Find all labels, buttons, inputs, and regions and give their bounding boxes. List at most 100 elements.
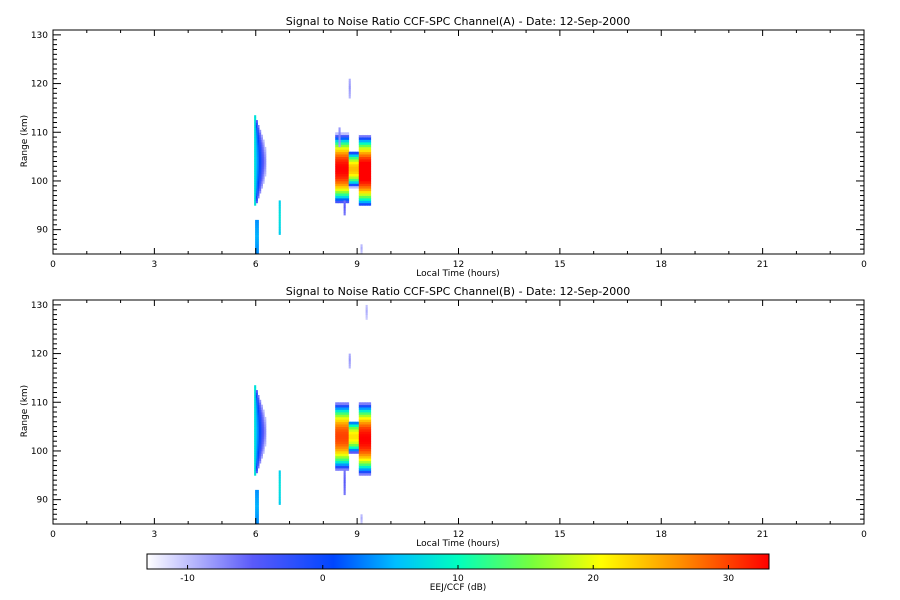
heatmap-cell <box>352 433 355 437</box>
heatmap-cell <box>340 142 343 145</box>
heatmap-cell <box>257 438 260 442</box>
heatmap-cell <box>357 154 360 157</box>
heatmap-cell <box>340 448 343 452</box>
heatmap-cell <box>358 402 361 406</box>
heatmap-cell <box>343 198 346 201</box>
heatmap-cell <box>365 304 368 308</box>
heatmap-cell <box>357 181 360 184</box>
heatmap-cell <box>357 168 360 172</box>
heatmap-cell <box>363 470 366 474</box>
heatmap-cell <box>262 166 265 170</box>
heatmap-cell <box>345 463 348 466</box>
heatmap-cell <box>358 193 361 196</box>
colorbar-tick-label: 30 <box>723 574 735 584</box>
heatmap-cell <box>347 426 350 430</box>
heatmap-cell <box>254 460 257 464</box>
heatmap-cell <box>255 409 258 413</box>
heatmap-cell <box>335 409 338 413</box>
heatmap-cell <box>255 125 258 128</box>
heatmap-cell <box>341 414 344 418</box>
heatmap-cell <box>348 161 351 165</box>
heatmap-cell <box>341 173 344 177</box>
heatmap-cell <box>264 431 267 435</box>
heatmap-cell <box>358 154 361 157</box>
heatmap-cell <box>278 219 281 223</box>
heatmap-cell <box>360 470 363 474</box>
heatmap-cell <box>338 438 341 442</box>
heatmap-cell <box>336 195 339 199</box>
heatmap-cell <box>255 412 258 415</box>
heatmap-cell <box>335 412 338 415</box>
heatmap-cell <box>358 134 361 138</box>
heatmap-cell <box>350 433 353 437</box>
heatmap-cell <box>357 159 360 162</box>
heatmap-cell <box>355 176 358 179</box>
heatmap-cell <box>260 414 263 418</box>
heatmap-cell <box>360 151 363 155</box>
heatmap-cell <box>257 173 260 177</box>
chart-title: Signal to Noise Ratio CCF-SPC Channel(B)… <box>286 285 630 298</box>
heatmap-cell <box>347 458 350 462</box>
heatmap-cell <box>360 137 363 140</box>
heatmap-cell <box>340 149 343 153</box>
heatmap-cell <box>257 455 260 459</box>
heatmap-cell <box>257 429 260 432</box>
heatmap-cell <box>335 163 338 167</box>
heatmap-cell <box>254 166 257 170</box>
heatmap-cell <box>345 181 348 184</box>
heatmap-cell <box>254 387 257 391</box>
heatmap-cell <box>360 441 363 444</box>
heatmap-cell <box>345 421 348 425</box>
heatmap-cell <box>336 144 339 148</box>
heatmap-cell <box>362 455 365 459</box>
heatmap-cell <box>260 451 263 454</box>
heatmap-cell <box>257 414 260 418</box>
heatmap-cell <box>350 431 353 435</box>
heatmap-cell <box>365 421 368 425</box>
heatmap-cell <box>338 127 341 131</box>
heatmap-cell <box>257 453 260 457</box>
heatmap-cell <box>255 489 258 493</box>
heatmap-cell <box>340 159 343 162</box>
heatmap-cell <box>254 390 257 393</box>
heatmap-cell <box>336 433 339 437</box>
heatmap-cell <box>345 163 348 167</box>
heatmap-cell <box>345 402 348 406</box>
heatmap-cell <box>335 431 338 435</box>
heatmap-cell <box>338 190 341 194</box>
heatmap-cell <box>260 409 263 413</box>
heatmap-cell <box>358 426 361 430</box>
heatmap-cell <box>369 144 372 148</box>
heatmap-cell <box>367 168 370 172</box>
heatmap-cell <box>262 142 265 145</box>
heatmap-cell <box>340 193 343 196</box>
heatmap-cell <box>369 166 372 170</box>
heatmap-cell <box>262 171 265 174</box>
heatmap-cell <box>363 463 366 466</box>
heatmap-cell <box>362 448 365 452</box>
heatmap-cell <box>336 151 339 155</box>
heatmap-cell <box>365 436 368 440</box>
heatmap-cell <box>363 198 366 201</box>
heatmap-cell <box>257 460 260 464</box>
heatmap-cell <box>365 132 368 136</box>
y-axis-label: Range (km) <box>20 115 30 167</box>
x-tick-label: 12 <box>453 530 464 540</box>
heatmap-cell <box>254 120 257 123</box>
heatmap-cell <box>255 159 258 162</box>
heatmap-cell <box>369 416 372 420</box>
heatmap-cell <box>343 142 346 145</box>
heatmap-cell <box>352 421 355 425</box>
heatmap-cell <box>255 397 258 401</box>
heatmap-cell <box>262 163 265 167</box>
heatmap-cell <box>369 198 372 201</box>
heatmap-cell <box>367 146 370 150</box>
heatmap-cell <box>353 446 356 449</box>
heatmap-cell <box>367 458 370 462</box>
heatmap-cell <box>369 181 372 184</box>
heatmap-cell <box>257 149 260 153</box>
colorbar-tick-label: -10 <box>180 574 195 584</box>
heatmap-cell <box>259 446 262 449</box>
heatmap-cell <box>256 251 259 255</box>
heatmap-cell <box>350 421 353 425</box>
